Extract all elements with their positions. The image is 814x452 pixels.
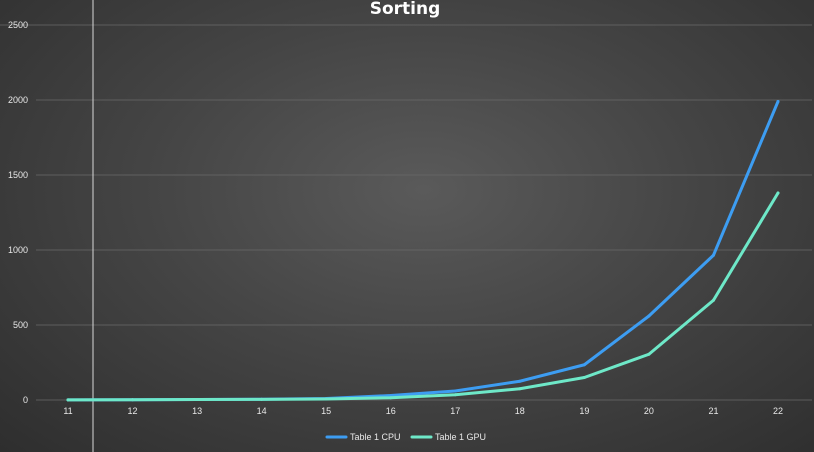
legend-label-gpu: Table 1 GPU	[435, 432, 486, 442]
x-tick-label-21: 21	[708, 406, 718, 416]
series-lines	[66, 100, 780, 402]
x-tick-label-19: 19	[579, 406, 589, 416]
data-point-cpu-17[interactable]	[453, 389, 457, 393]
x-tick-label-17: 17	[450, 406, 460, 416]
data-point-gpu-21[interactable]	[711, 298, 715, 302]
y-axis-tick-labels: 0 500 1000 1500 2000 2500	[8, 20, 28, 405]
y-tick-label-2500: 2500	[8, 20, 28, 30]
x-tick-label-14: 14	[257, 406, 267, 416]
data-point-gpu-13[interactable]	[195, 398, 199, 402]
y-tick-label-500: 500	[13, 320, 28, 330]
y-tick-label-0: 0	[23, 395, 28, 405]
chart-title: Sorting	[370, 0, 441, 19]
x-axis-tick-labels: 11 12 13 14 15 16 17 18 19 20 21 22	[63, 406, 783, 416]
legend-label-cpu: Table 1 CPU	[350, 432, 401, 442]
data-point-cpu-19[interactable]	[582, 363, 586, 367]
x-tick-label-18: 18	[515, 406, 525, 416]
grid-lines	[0, 24, 812, 401]
y-tick-label-1000: 1000	[8, 245, 28, 255]
x-tick-label-16: 16	[386, 406, 396, 416]
data-point-gpu-20[interactable]	[647, 352, 651, 356]
data-point-gpu-14[interactable]	[260, 397, 264, 401]
data-point-gpu-18[interactable]	[518, 387, 522, 391]
legend-item-cpu[interactable]: Table 1 CPU	[325, 432, 401, 442]
x-tick-label-22: 22	[773, 406, 783, 416]
data-point-gpu-11[interactable]	[66, 398, 70, 402]
x-tick-label-13: 13	[192, 406, 202, 416]
data-point-cpu-22[interactable]	[776, 100, 780, 103]
x-tick-label-20: 20	[644, 406, 654, 416]
data-point-gpu-17[interactable]	[453, 393, 457, 397]
x-tick-label-15: 15	[321, 406, 331, 416]
data-point-gpu-12[interactable]	[131, 398, 135, 402]
y-tick-label-2000: 2000	[8, 95, 28, 105]
data-point-cpu-18[interactable]	[518, 379, 522, 383]
data-point-cpu-21[interactable]	[711, 253, 715, 257]
series-line-cpu[interactable]	[66, 100, 780, 402]
x-tick-label-11: 11	[63, 406, 72, 416]
data-point-gpu-16[interactable]	[389, 396, 393, 400]
series-line-gpu[interactable]	[66, 191, 780, 402]
legend-item-gpu[interactable]: Table 1 GPU	[410, 432, 486, 442]
y-tick-label-1500: 1500	[8, 170, 28, 180]
data-point-cpu-20[interactable]	[647, 314, 651, 318]
data-point-gpu-15[interactable]	[324, 397, 328, 401]
data-point-gpu-22[interactable]	[776, 191, 780, 195]
data-point-gpu-19[interactable]	[582, 376, 586, 379]
x-tick-label-12: 12	[128, 406, 138, 416]
legend[interactable]: Table 1 CPU Table 1 GPU	[325, 432, 486, 442]
